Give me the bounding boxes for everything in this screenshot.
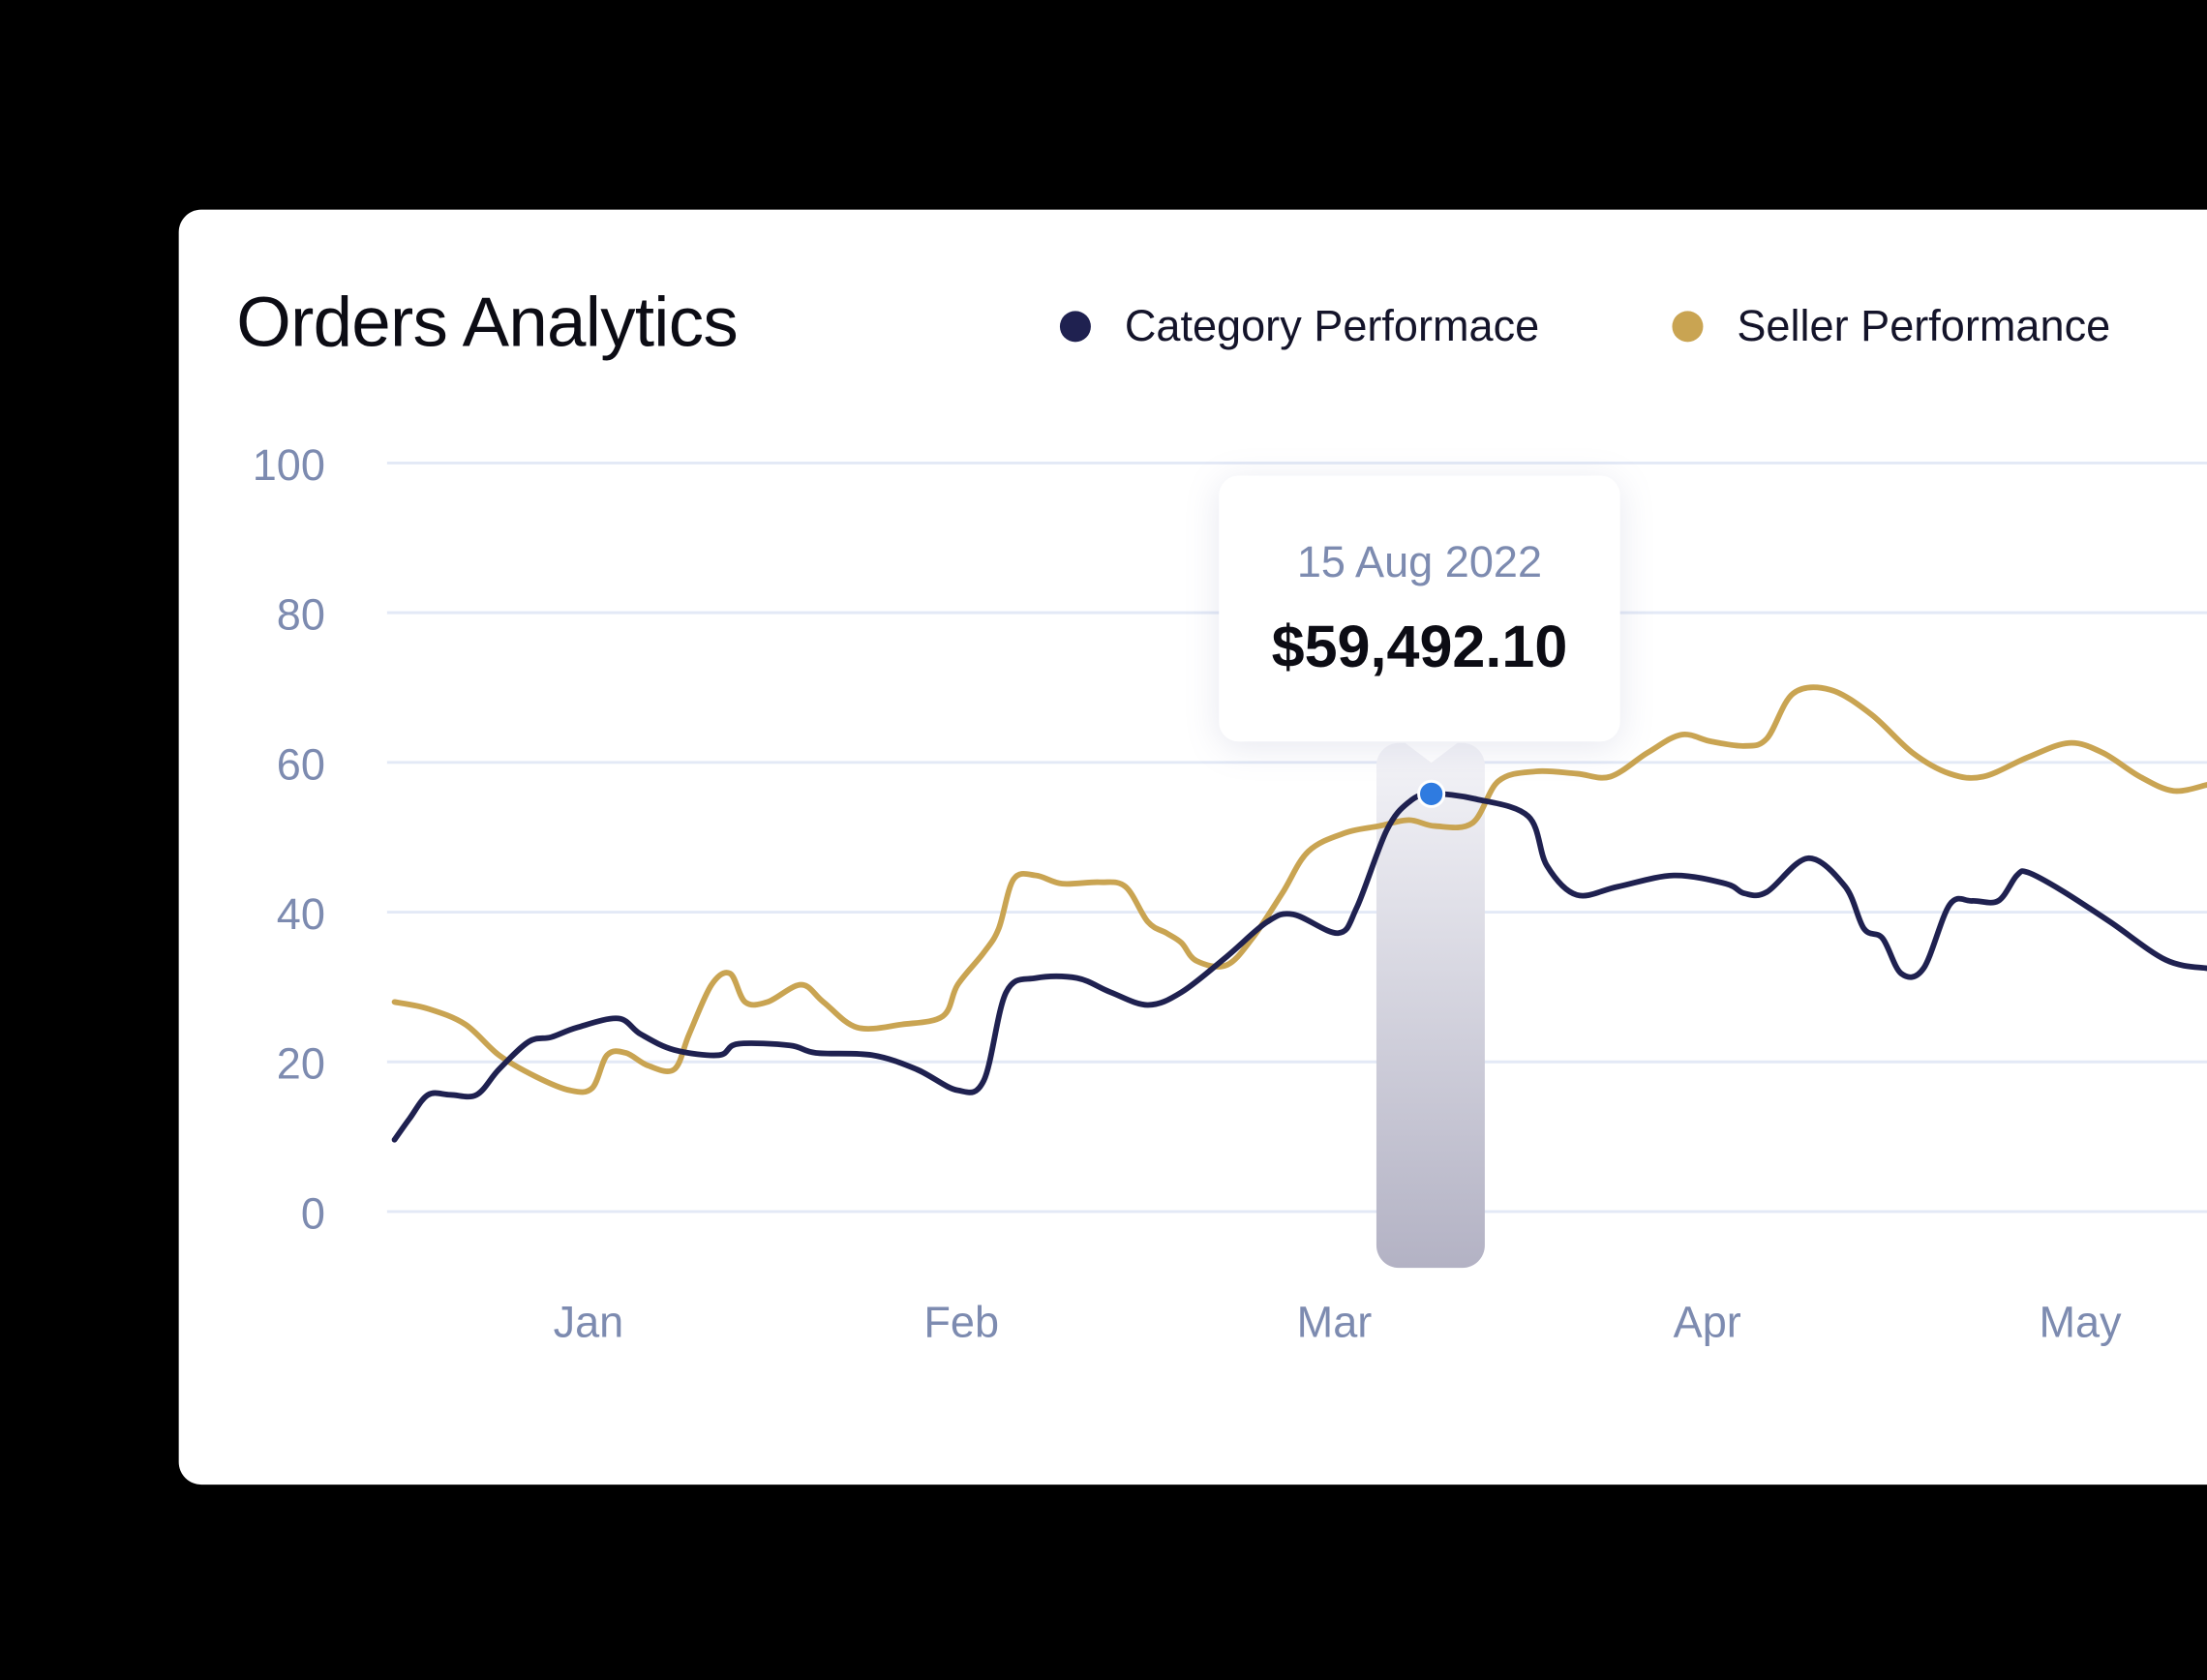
x-tick-label: Mar: [1297, 1297, 1373, 1346]
y-tick-label: 100: [253, 440, 325, 490]
tooltip-value: $59,492.10: [1271, 613, 1568, 680]
hover-highlight-bar: [1376, 742, 1485, 1269]
tooltip-pointer: [1403, 741, 1460, 764]
x-tick-label: May: [2039, 1297, 2122, 1346]
tooltip-date: 15 Aug 2022: [1296, 537, 1543, 587]
y-tick-label: 40: [277, 889, 325, 939]
series-line-category-performace: [391, 791, 2207, 1143]
legend-label: Category Performace: [1124, 301, 1540, 351]
legend-item-seller[interactable]: Seller Performance: [1672, 301, 2110, 351]
y-tick-label: 80: [277, 590, 325, 640]
legend-item-category[interactable]: Category Performace: [1059, 301, 1540, 351]
y-tick-label: 0: [301, 1188, 325, 1238]
orders-analytics-card: [178, 209, 2207, 1485]
legend-dot-icon: [1672, 311, 1704, 343]
y-tick-label: 60: [277, 739, 325, 789]
legend-label: Seller Performance: [1737, 301, 2111, 351]
x-tick-label: Feb: [923, 1297, 999, 1346]
legend-dot-icon: [1059, 311, 1091, 343]
x-tick-label: Apr: [1674, 1297, 1741, 1346]
chart-tooltip: 15 Aug 2022 $59,492.10: [1219, 475, 1620, 742]
x-tick-label: Jan: [554, 1297, 624, 1346]
y-tick-label: 20: [277, 1039, 325, 1089]
series-line-seller-performance: [391, 684, 2207, 1095]
hover-point-marker[interactable]: [1417, 779, 1446, 808]
page-title: Orders Analytics: [236, 283, 738, 362]
